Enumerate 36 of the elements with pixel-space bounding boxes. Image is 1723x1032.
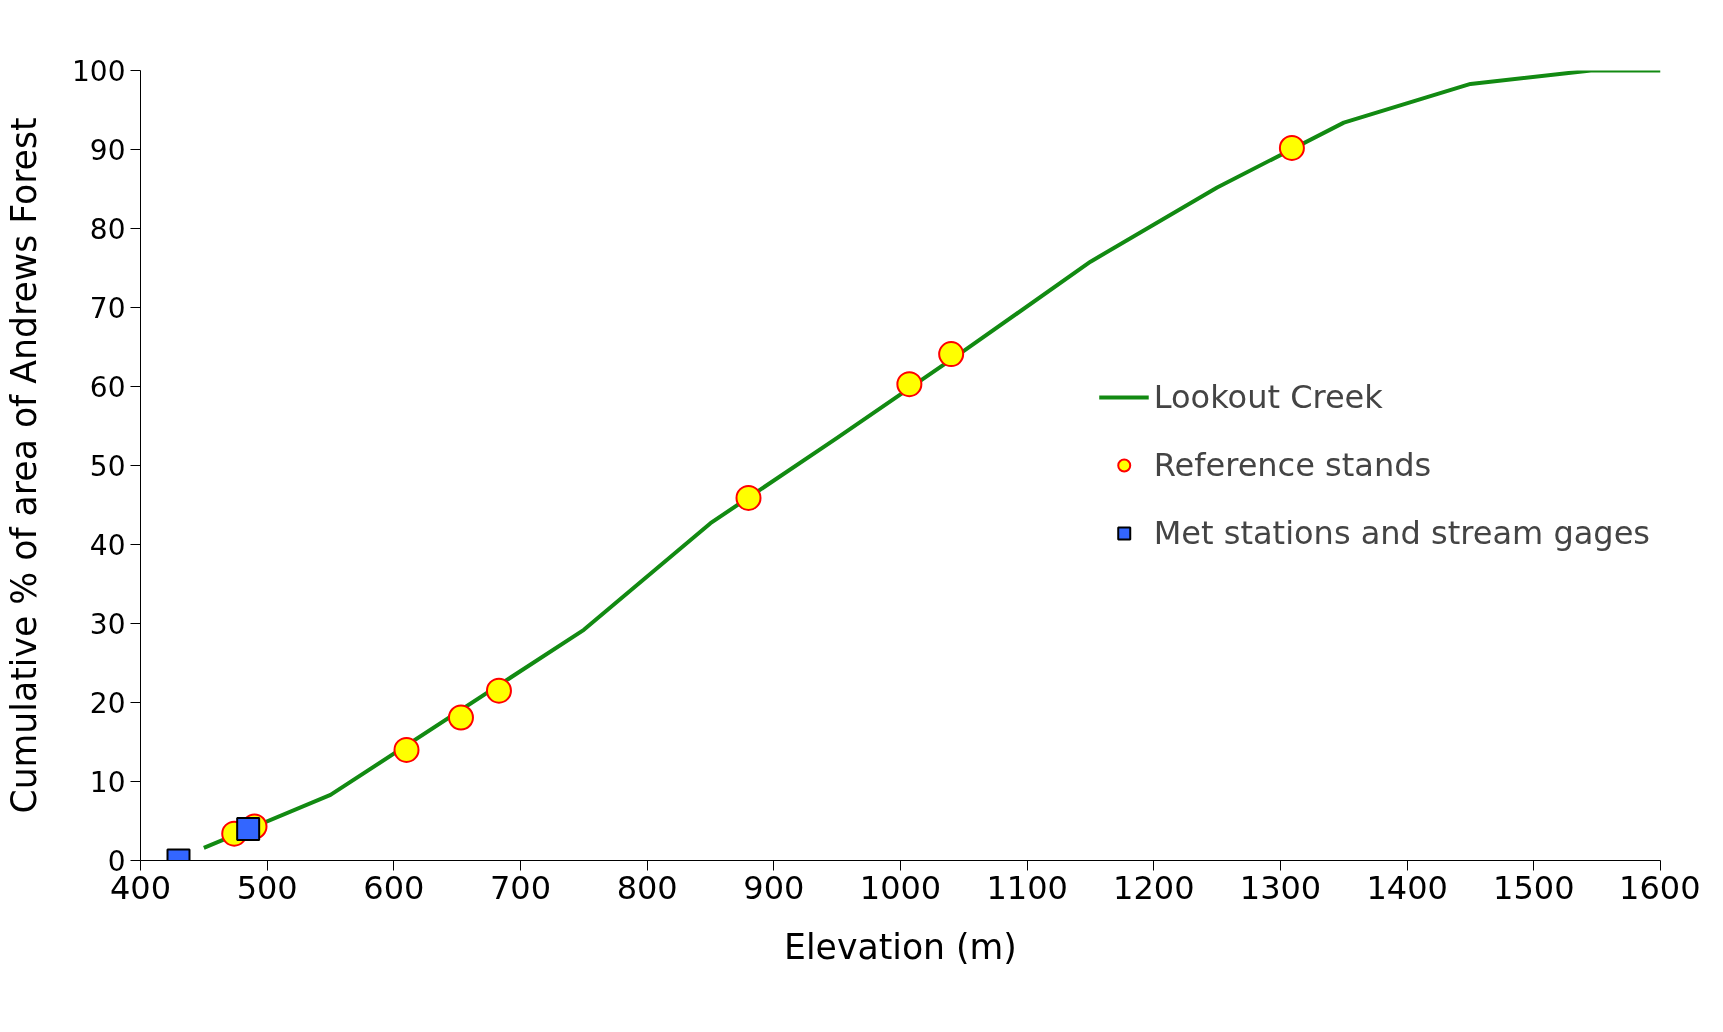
y-tick-label: 60 [89,371,126,404]
y-tick-label: 20 [89,687,126,720]
y-tick-label: 70 [89,292,126,325]
line-series [201,70,1661,850]
x-tick-label: 1000 [859,868,942,907]
x-tick-label: 1600 [1619,868,1701,907]
x-tick-label: 900 [743,868,805,907]
x-tick-label: 700 [489,868,552,907]
legend-label: Met stations and stream gages [1153,514,1650,552]
y-tick-label: 80 [89,213,126,246]
y-tick-label: 50 [89,450,126,483]
y-axis-title: Cumulative % of area of Andrews Forest [4,117,45,814]
point [896,371,923,398]
point [236,816,261,841]
y-tick-label: 90 [89,134,126,167]
point [393,736,420,763]
y-tick-label: 10 [89,766,126,799]
x-tick-label: 500 [236,868,298,907]
y-tick-label: 30 [89,608,126,641]
legend-label: Lookout Creek [1153,378,1383,416]
x-tick-label: 1400 [1366,868,1448,907]
x-tick-label: 1100 [986,868,1068,907]
legend-label: Reference stands [1153,446,1432,484]
point [485,677,512,704]
x-tick-label: 1200 [1113,868,1195,907]
point [735,484,762,511]
x-tick-label: 1500 [1493,868,1575,907]
point [1278,134,1305,161]
y-tick-label: 100 [72,55,126,88]
x-tick-label: 1300 [1239,868,1322,907]
y-tick-label: 40 [89,529,126,562]
x-tick-label: 800 [616,868,678,907]
x-tick-label: 600 [363,868,425,907]
x-axis-title: Elevation (m) [784,926,1017,967]
point [938,341,965,368]
point [447,704,474,731]
